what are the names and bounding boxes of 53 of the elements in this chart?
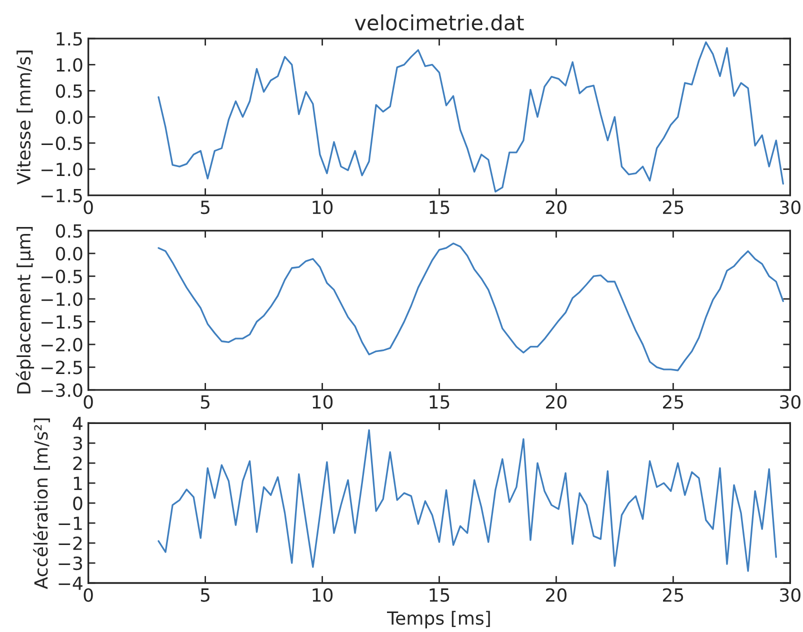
y-tick-label: −4 bbox=[58, 576, 82, 590]
y-tick-label: 1.0 bbox=[56, 58, 82, 72]
x-tick-label: 30 bbox=[780, 395, 800, 409]
x-tick-label: 0 bbox=[84, 200, 93, 214]
y-tick-label: −1 bbox=[58, 516, 82, 530]
x-tick-label: 30 bbox=[780, 588, 800, 602]
x-tick-label: 20 bbox=[546, 395, 566, 409]
line-series bbox=[158, 41, 784, 192]
x-tick-label: 15 bbox=[430, 200, 450, 214]
y-tick-label: 1 bbox=[74, 476, 82, 490]
y-tick-label: −1.5 bbox=[42, 315, 82, 329]
y-tick-label: 1.5 bbox=[56, 32, 82, 46]
y-tick-label: −2 bbox=[58, 536, 82, 550]
y-tick-label: 0.5 bbox=[56, 224, 82, 238]
x-tick-label: 25 bbox=[663, 588, 684, 602]
chart-title: velocimetrie.dat bbox=[354, 14, 524, 31]
y-tick-label: −2.5 bbox=[42, 360, 82, 374]
x-tick-label: 25 bbox=[663, 395, 684, 409]
y-tick-label: 0.0 bbox=[56, 110, 82, 124]
line-series bbox=[158, 242, 784, 372]
y-tick-label: −1.5 bbox=[42, 188, 82, 202]
y-axis-title: Accélération [m/s²] bbox=[33, 418, 50, 590]
y-tick-label: 3 bbox=[73, 436, 82, 450]
y-tick-label: 4 bbox=[72, 416, 82, 430]
y-tick-label: −3.0 bbox=[42, 383, 82, 398]
line-series bbox=[158, 429, 777, 572]
y-tick-label: −0.5 bbox=[42, 270, 82, 284]
y-axis-title: Vitesse [mm/s] bbox=[16, 50, 33, 185]
y-tick-label: −3 bbox=[58, 556, 82, 570]
x-tick-label: 0 bbox=[84, 588, 93, 602]
y-tick-label: 0 bbox=[73, 496, 82, 510]
y-tick-label: 0.5 bbox=[56, 84, 82, 98]
x-tick-label: 5 bbox=[200, 200, 210, 214]
x-tick-label: 30 bbox=[780, 200, 800, 214]
x-tick-label: 5 bbox=[200, 395, 210, 409]
y-tick-label: −0.5 bbox=[42, 136, 82, 150]
x-tick-label: 10 bbox=[312, 395, 333, 409]
x-tick-label: 5 bbox=[200, 588, 210, 602]
y-tick-label: −1.0 bbox=[42, 162, 82, 176]
x-tick-label: 20 bbox=[546, 200, 566, 214]
x-tick-label: 10 bbox=[312, 200, 333, 214]
x-axis-title: Temps [ms] bbox=[387, 610, 490, 628]
y-tick-label: 2 bbox=[73, 456, 82, 470]
x-tick-label: 25 bbox=[663, 200, 684, 214]
x-tick-label: 10 bbox=[312, 588, 333, 602]
x-tick-label: 20 bbox=[546, 588, 566, 602]
x-tick-label: 15 bbox=[430, 588, 450, 602]
y-axis-title: Déplacement [µm] bbox=[16, 227, 34, 394]
y-tick-label: −2.0 bbox=[42, 338, 82, 352]
x-tick-label: 15 bbox=[430, 395, 450, 409]
y-tick-label: −1.0 bbox=[42, 292, 82, 306]
x-tick-label: 0 bbox=[84, 395, 93, 409]
y-tick-label: 0.0 bbox=[56, 246, 82, 261]
